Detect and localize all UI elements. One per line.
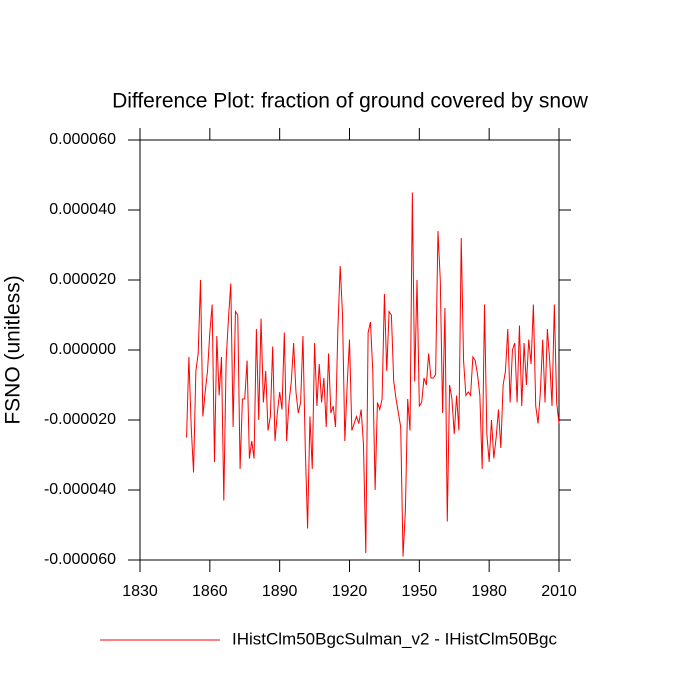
data-line bbox=[186, 192, 560, 557]
y-tick-label: -0.000040 bbox=[44, 481, 116, 498]
x-tick-label: 2010 bbox=[541, 583, 577, 600]
x-tick-label: 1860 bbox=[192, 583, 228, 600]
y-tick-label: 0.000060 bbox=[49, 131, 116, 148]
y-tick-label: 0.000000 bbox=[49, 341, 116, 358]
x-tick-label: 1830 bbox=[122, 583, 158, 600]
x-tick-label: 1980 bbox=[471, 583, 507, 600]
y-axis-label: FSNO (unitless) bbox=[2, 275, 25, 424]
y-tick-label: 0.000040 bbox=[49, 201, 116, 218]
x-tick-label: 1890 bbox=[262, 583, 298, 600]
y-tick-label: 0.000020 bbox=[49, 271, 116, 288]
legend-label: IHistClm50BgcSulman_v2 - IHistClm50Bgc bbox=[232, 629, 557, 648]
x-tick-label: 1950 bbox=[402, 583, 438, 600]
x-tick-label: 1920 bbox=[332, 583, 368, 600]
y-tick-label: -0.000060 bbox=[44, 551, 116, 568]
y-tick-label: -0.000020 bbox=[44, 411, 116, 428]
chart-title: Difference Plot: fraction of ground cove… bbox=[112, 90, 589, 113]
